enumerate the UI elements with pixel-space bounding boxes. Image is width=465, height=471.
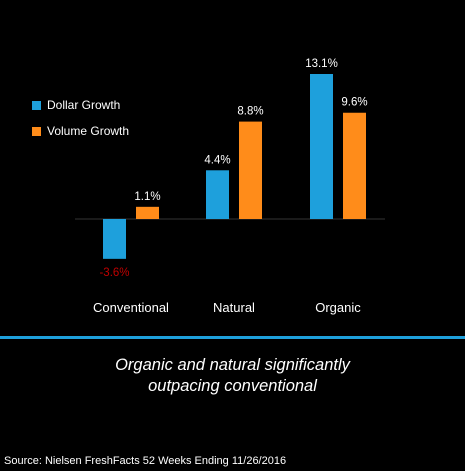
bar-dollar-growth-organic bbox=[310, 74, 333, 219]
data-label-volume-growth-natural: 8.8% bbox=[237, 106, 263, 118]
legend-label-dollar-growth: Dollar Growth bbox=[47, 98, 121, 112]
data-label-dollar-growth-conventional: -3.6% bbox=[99, 267, 129, 279]
category-label-conventional: Conventional bbox=[93, 300, 169, 315]
data-label-dollar-growth-natural: 4.4% bbox=[204, 154, 230, 166]
data-label-volume-growth-organic: 9.6% bbox=[341, 97, 367, 109]
chart-legend: Dollar Growth Volume Growth bbox=[32, 92, 129, 144]
bar-volume-growth-organic bbox=[343, 112, 366, 219]
bar-chart: -3.6% 1.1% Conventional 4.4% 8.8% Natural 13.1… bbox=[75, 58, 385, 315]
data-label-dollar-growth-organic: 13.1% bbox=[305, 58, 338, 70]
legend-swatch-dollar-growth bbox=[32, 100, 41, 110]
caption: Organic and natural significantly outpac… bbox=[0, 355, 465, 397]
bar-volume-growth-natural bbox=[239, 121, 262, 219]
caption-line-1: Organic and natural significantly bbox=[115, 356, 350, 374]
legend-item-volume-growth: Volume Growth bbox=[32, 118, 129, 144]
section-divider bbox=[0, 336, 465, 339]
bar-dollar-growth-conventional bbox=[103, 219, 126, 259]
bar-dollar-growth-natural bbox=[206, 170, 229, 219]
source-note: Source: Nielsen FreshFacts 52 Weeks Endi… bbox=[4, 455, 287, 467]
category-label-organic: Organic bbox=[315, 300, 361, 315]
bar-volume-growth-conventional bbox=[136, 206, 159, 219]
data-label-volume-growth-conventional: 1.1% bbox=[134, 191, 160, 203]
category-label-natural: Natural bbox=[213, 300, 255, 315]
legend-item-dollar-growth: Dollar Growth bbox=[32, 92, 129, 118]
caption-line-2: outpacing conventional bbox=[148, 377, 317, 395]
legend-label-volume-growth: Volume Growth bbox=[47, 124, 130, 138]
legend-swatch-volume-growth bbox=[32, 126, 41, 136]
